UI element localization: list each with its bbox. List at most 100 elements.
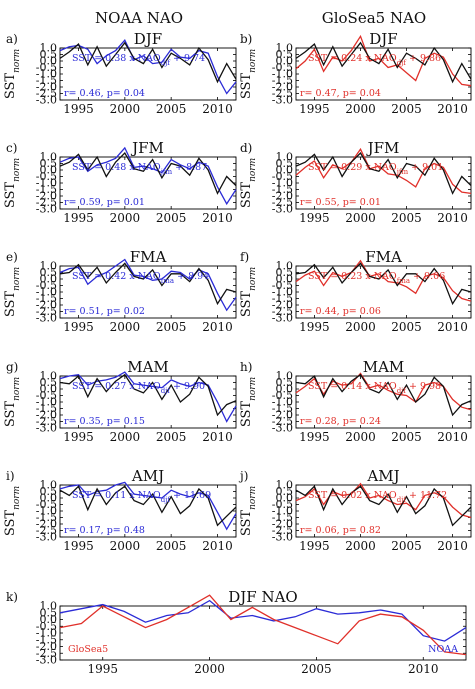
panel-letter: b) — [240, 32, 252, 46]
panel-f: f) FMA 1.00.50.0-0.5-1.0-1.5-2.0-2.5-3.0 19… — [239, 248, 472, 334]
y-tick-label: -2.5 — [36, 647, 57, 660]
x-tick-label: 2010 — [202, 430, 233, 444]
panel-title: AMJ — [366, 467, 399, 485]
y-tick-label: 1.0 — [40, 42, 58, 55]
x-tick-label: 2005 — [391, 102, 422, 116]
y-tick-label: -2.0 — [272, 190, 293, 203]
y-axis-label: SSTnorm — [239, 486, 258, 536]
x-tick-label: 1995 — [63, 430, 94, 444]
panel-letter: c) — [6, 141, 17, 155]
x-tick-label: 2005 — [156, 320, 187, 334]
y-tick-label: -0.5 — [36, 61, 57, 74]
y-tick-label: -1.0 — [272, 286, 293, 299]
y-tick-label: 0.0 — [40, 492, 58, 505]
y-tick-label: 1.0 — [276, 42, 294, 55]
y-tick-label: 0.0 — [276, 383, 294, 396]
series-line-observed — [295, 485, 472, 527]
y-tick-label: 0.0 — [276, 55, 294, 68]
y-tick-label: 0.5 — [40, 266, 58, 279]
y-tick-label: -1.5 — [36, 292, 57, 305]
y-tick-label: 0.5 — [276, 157, 294, 170]
y-tick-label: -2.0 — [36, 190, 57, 203]
y-tick-label: -1.5 — [36, 74, 57, 87]
regression-equation: SST = 0.29 x NAOjfm + 9.01 — [308, 162, 443, 176]
y-tick-label: -0.5 — [36, 279, 57, 292]
y-tick-label: -0.5 — [272, 389, 293, 402]
y-tick-label: -1.5 — [272, 511, 293, 524]
y-tick-label: 1.0 — [40, 370, 58, 383]
series-line-observed — [59, 262, 237, 306]
panel-letter: g) — [6, 360, 18, 374]
y-tick-label: 0.0 — [40, 164, 58, 177]
correlation-stats: r= 0.47, p= 0.04 — [300, 88, 381, 99]
y-tick-label: -2.0 — [272, 409, 293, 422]
y-tick-label: -2.5 — [36, 305, 57, 318]
y-tick-label: -3.0 — [36, 531, 57, 544]
y-tick-label: -3.0 — [36, 203, 57, 216]
y-tick-label: -0.5 — [272, 279, 293, 292]
x-tick-label: 2000 — [110, 211, 141, 225]
y-tick-label: -1.5 — [36, 511, 57, 524]
y-tick-label: -3.0 — [36, 422, 57, 435]
x-tick-label: 1995 — [299, 211, 330, 225]
series-line-model — [59, 258, 237, 312]
y-tick-label: -2.5 — [36, 196, 57, 209]
y-tick-label: 0.0 — [40, 273, 58, 286]
y-tick-label: -0.5 — [272, 61, 293, 74]
series-line-model — [59, 39, 237, 95]
series-label-glosea5: GloSea5 — [68, 644, 108, 655]
series-line-model — [295, 259, 472, 302]
x-tick-label: 2005 — [156, 539, 187, 553]
regression-equation: SST = 0.48 x NAOjfm + 8.87 — [72, 162, 207, 176]
y-tick-label: -2.5 — [36, 87, 57, 100]
y-tick-label: 1.0 — [40, 600, 58, 613]
x-tick-label: 2000 — [110, 102, 141, 116]
x-tick-label: 1995 — [63, 102, 94, 116]
y-tick-label: -1.0 — [272, 505, 293, 518]
x-tick-label: 1995 — [87, 662, 118, 676]
x-tick-label: 2005 — [391, 320, 422, 334]
panel-title: DJF — [369, 30, 397, 48]
y-tick-label: 0.5 — [40, 48, 58, 61]
panel-letter: k) — [6, 590, 18, 604]
panel-g: g) MAM 1.00.50.0-0.5-1.0-1.5-2.0-2.5-3.0 19… — [3, 358, 237, 444]
y-axis-label: SSTnorm — [3, 486, 22, 536]
y-tick-label: -3.0 — [36, 312, 57, 325]
panel-b: b) DJF 1.00.50.0-0.5-1.0-1.5-2.0-2.5-3.0 19… — [239, 30, 472, 116]
panel-letter: d) — [240, 141, 252, 155]
x-tick-label: 1995 — [63, 211, 94, 225]
y-tick-label: 0.0 — [40, 55, 58, 68]
panel-title: MAM — [363, 358, 405, 376]
correlation-stats: r= 0.28, p= 0.24 — [300, 416, 381, 427]
y-tick-label: -3.0 — [272, 94, 293, 107]
panel-title: DJF — [134, 30, 162, 48]
correlation-stats: r= 0.17, p= 0.48 — [64, 525, 145, 536]
series-line-model — [59, 481, 237, 531]
y-tick-label: 1.0 — [276, 479, 294, 492]
y-tick-label: -0.5 — [272, 498, 293, 511]
series-line-noaa — [59, 599, 467, 642]
x-tick-label: 2010 — [202, 539, 233, 553]
y-tick-label: -1.5 — [272, 74, 293, 87]
y-tick-label: -1.0 — [272, 396, 293, 409]
y-tick-label: -1.0 — [272, 177, 293, 190]
y-tick-label: -1.0 — [36, 286, 57, 299]
y-tick-label: -2.0 — [272, 299, 293, 312]
regression-equation: SST = 0.02 x NAOdjf + 11.72 — [308, 490, 447, 504]
x-tick-label: 1995 — [63, 539, 94, 553]
panel-title: JFM — [366, 139, 400, 157]
x-tick-label: 2005 — [156, 211, 187, 225]
y-tick-label: -1.0 — [36, 68, 57, 81]
panel-i: i) AMJ 1.00.50.0-0.5-1.0-1.5-2.0-2.5-3.0 19… — [3, 467, 237, 553]
y-axis-label: SSTnorm — [239, 267, 258, 317]
panel-title: FMA — [365, 248, 402, 266]
x-tick-label: 2010 — [437, 102, 468, 116]
panel-title: DJF NAO — [228, 588, 297, 606]
series-line-model — [295, 147, 472, 195]
regression-equation: SST = 0.24 x NAOdjf + 9.86 — [308, 53, 441, 67]
y-tick-label: 0.0 — [40, 613, 58, 626]
y-axis-label: SSTnorm — [239, 49, 258, 99]
series-line-observed — [295, 152, 472, 195]
x-tick-label: 2010 — [408, 662, 439, 676]
